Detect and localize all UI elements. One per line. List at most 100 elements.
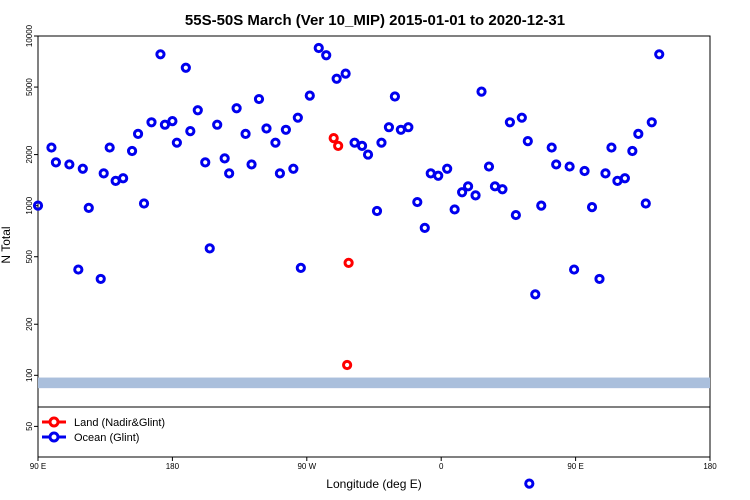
y-tick-label: 10000 bbox=[25, 24, 34, 47]
x-tick-label: 180 bbox=[166, 462, 180, 471]
ocean-point bbox=[288, 163, 299, 174]
ocean-point bbox=[155, 49, 166, 60]
ocean-point bbox=[126, 145, 138, 157]
ocean-point bbox=[516, 112, 527, 123]
legend-ocean-swatch-marker bbox=[48, 431, 60, 443]
legend-land-label: Land (Nadir&Glint) bbox=[74, 417, 165, 429]
ocean-point bbox=[419, 222, 430, 233]
ocean-point bbox=[50, 157, 62, 168]
ocean-point bbox=[295, 262, 306, 273]
ocean-point bbox=[159, 119, 171, 130]
ocean-point bbox=[77, 163, 88, 174]
ocean-point bbox=[600, 168, 611, 179]
ocean-point bbox=[412, 196, 423, 208]
ocean-point bbox=[73, 264, 84, 275]
ocean-point bbox=[200, 157, 211, 168]
ocean-point bbox=[274, 168, 286, 179]
y-tick-label: 100 bbox=[25, 368, 34, 382]
ocean-point bbox=[83, 202, 94, 214]
x-tick-label: 90 E bbox=[30, 462, 46, 471]
ocean-point bbox=[212, 119, 223, 130]
reference-band-layer bbox=[38, 377, 710, 389]
ocean-point bbox=[321, 50, 332, 61]
ocean-point bbox=[240, 128, 251, 139]
ocean-point bbox=[606, 142, 617, 153]
ocean-point bbox=[138, 198, 150, 209]
ocean-point bbox=[371, 205, 383, 217]
ocean-point bbox=[627, 145, 638, 157]
ocean-point bbox=[433, 170, 444, 181]
y-axis: 50 100 200 500 1000 2000 5000 10000 bbox=[25, 24, 38, 431]
ocean-point bbox=[619, 173, 630, 184]
ocean-point bbox=[253, 93, 265, 105]
ocean-point bbox=[32, 200, 44, 211]
x-tick-label: 90 E bbox=[567, 462, 583, 471]
ocean-point bbox=[442, 163, 453, 174]
ocean-point bbox=[362, 149, 374, 160]
ocean-point bbox=[180, 62, 191, 73]
plot-frame bbox=[37, 35, 711, 458]
ocean-point bbox=[403, 122, 414, 133]
legend-item-land: Land (Nadir&Glint) bbox=[42, 416, 165, 429]
land-point bbox=[328, 133, 339, 144]
ocean-point bbox=[536, 200, 547, 211]
ocean-point bbox=[457, 187, 468, 198]
ocean-point bbox=[132, 128, 144, 139]
land-point bbox=[342, 359, 353, 371]
ocean-point bbox=[586, 202, 598, 213]
y-tick-label: 50 bbox=[25, 421, 34, 430]
ocean-point bbox=[304, 90, 315, 101]
ocean-point bbox=[95, 273, 106, 285]
ocean-point bbox=[146, 117, 157, 128]
ocean-point bbox=[522, 136, 533, 147]
ocean-point bbox=[270, 137, 281, 148]
ocean-point bbox=[389, 91, 401, 102]
legend-land-swatch-marker bbox=[48, 416, 60, 428]
ocean-point bbox=[504, 117, 515, 128]
ocean-point bbox=[46, 142, 57, 153]
ocean-point bbox=[167, 116, 178, 127]
ocean-point bbox=[313, 42, 324, 54]
ocean-point bbox=[261, 123, 272, 134]
x-axis: 90 E 180 90 W 0 90 E 180 bbox=[30, 457, 717, 471]
y-tick-label: 5000 bbox=[25, 78, 34, 96]
ocean-point bbox=[64, 159, 75, 170]
ocean-point bbox=[646, 117, 657, 128]
ocean-point bbox=[462, 181, 474, 192]
x-tick-label: 0 bbox=[439, 462, 444, 471]
ocean-point bbox=[564, 161, 575, 172]
legend-item-ocean: Ocean (Glint) bbox=[42, 431, 139, 444]
ocean-point bbox=[530, 289, 541, 300]
points-layer bbox=[32, 42, 665, 489]
ocean-point bbox=[546, 142, 557, 153]
ocean-point bbox=[470, 190, 481, 201]
ocean-point bbox=[331, 73, 342, 84]
ocean-point bbox=[376, 137, 387, 148]
ocean-point bbox=[185, 126, 196, 137]
ocean-point bbox=[510, 209, 521, 221]
y-tick-label: 2000 bbox=[25, 145, 34, 163]
x-tick-label: 180 bbox=[703, 462, 717, 471]
ocean-point bbox=[569, 264, 580, 275]
ocean-point bbox=[449, 204, 460, 215]
ocean-point bbox=[219, 153, 230, 164]
ocean-point bbox=[98, 168, 109, 179]
ocean-point bbox=[104, 142, 115, 153]
land-point bbox=[343, 257, 354, 268]
ocean-point bbox=[579, 165, 590, 177]
ocean-point bbox=[356, 140, 368, 152]
ocean-point bbox=[551, 159, 562, 170]
y-axis-label: N Total bbox=[0, 226, 13, 263]
y-tick-label: 1000 bbox=[25, 196, 34, 214]
ocean-point bbox=[231, 103, 242, 114]
y-tick-label: 500 bbox=[25, 250, 34, 264]
ocean-point bbox=[476, 86, 487, 97]
ocean-point bbox=[171, 137, 182, 148]
ocean-point bbox=[640, 198, 651, 209]
ocean-point bbox=[118, 173, 129, 184]
x-axis-label: Longitude (deg E) bbox=[326, 477, 421, 491]
ocean-point bbox=[246, 159, 257, 170]
ocean-point bbox=[524, 478, 535, 489]
reference-band bbox=[38, 377, 710, 389]
